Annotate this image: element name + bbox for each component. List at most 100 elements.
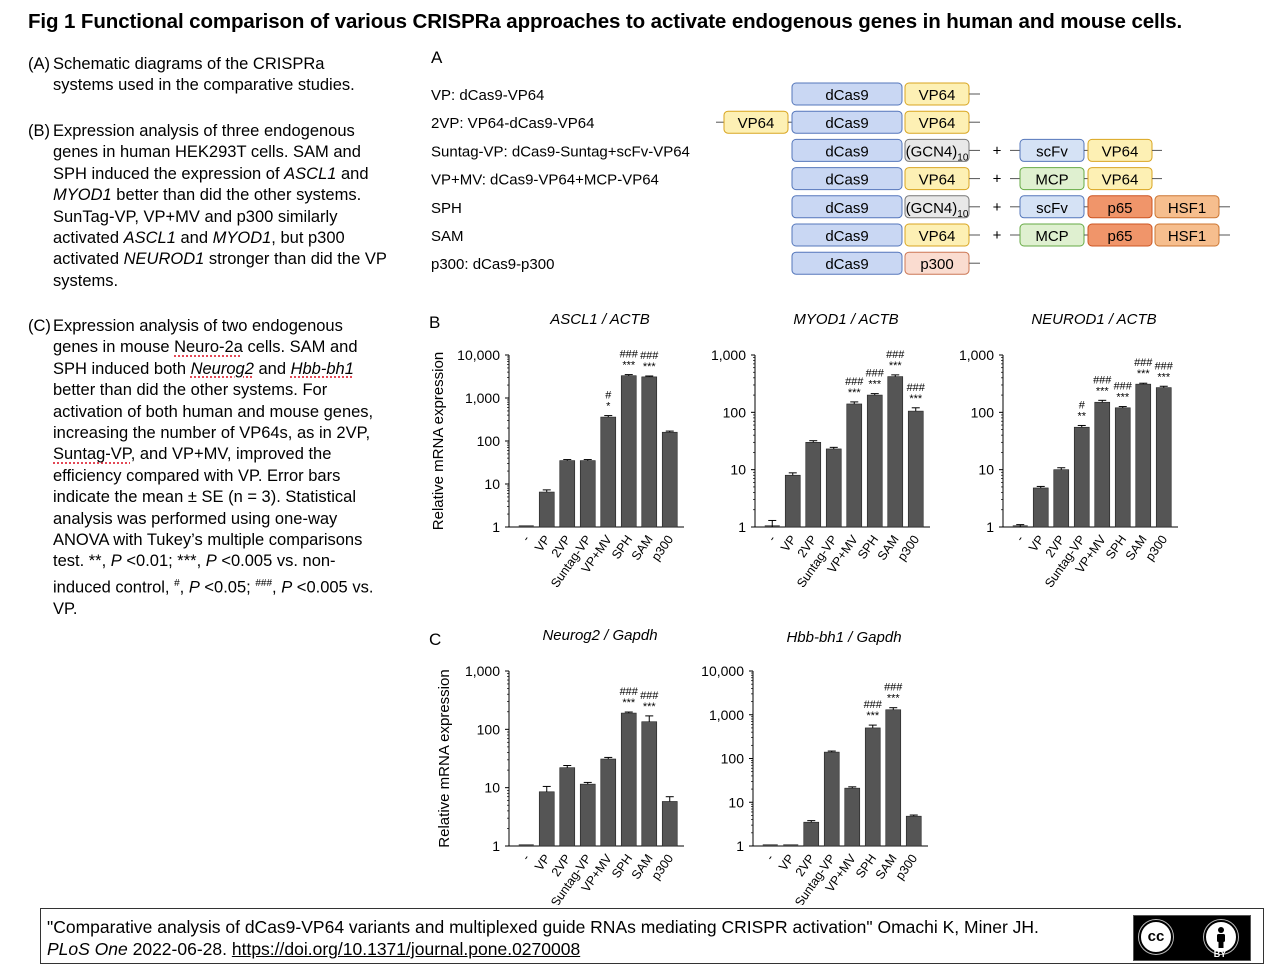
fusion-subscript: 10 [957,209,969,220]
effector-label: p65 [1107,228,1132,245]
schematic-diagram: VP: dCas9-VP64 dCas9 VP64 2VP: VP64-dCas9-V… [431,82,1230,275]
chart-title: Neurog2 / Gapdh [542,627,657,644]
y-tick-label: 1 [492,519,500,535]
cc-by-license-badge[interactable]: cc BY [1133,915,1251,961]
bar [620,375,637,528]
construct-name: 2VP: VP64-dCas9-VP64 [431,115,594,132]
legend-c-part: <0.005 vs. non-induced control, [53,552,336,597]
legend-c-part: <0.005 vs. VP. [53,578,374,618]
effector-label: HSF1 [1168,228,1206,245]
fusion-label: VP64 [919,228,956,245]
chart-title: Hbb-bh1 / Gapdh [786,629,901,646]
fusion-label: VP64 [919,115,956,132]
legend-c-part: and [253,359,291,378]
gene-name: ASCL1 [123,229,176,248]
significance-label: ### [886,349,905,361]
y-tick-label: 10,000 [701,663,744,679]
panel-c-label: C [429,630,441,649]
y-tick-label: 1 [492,838,500,854]
plus-sign: + [993,142,1002,159]
y-tick-label: 10 [484,476,500,492]
fusion-label: VP64 [919,87,956,104]
p-symbol: P [110,552,122,571]
effector-label: VP64 [1102,172,1139,189]
fusion-label: VP64 [919,172,956,189]
chart-title: ASCL1 / ACTB [549,311,649,328]
bar [641,721,658,847]
y-tick-label: 1,000 [711,347,746,363]
bar [1135,383,1152,528]
significance-label: ### [640,350,659,362]
p-symbol: P [188,578,200,597]
p-symbol: P [205,552,217,571]
legend-c-part: cells. SAM and SPH induced both [53,338,358,378]
journal-name: PLoS One [47,939,128,959]
significance-label: *** [866,710,880,722]
bar [559,767,576,847]
bar [885,709,902,847]
effector-box [1087,195,1153,219]
construct-name: Suntag-VP: dCas9-Suntag+scFv-VP64 [431,143,690,160]
y-tick-label: 1 [738,519,746,535]
legend-c-part: , and VP+MV, improved the efficiency com… [53,445,363,571]
figure-title: Fig 1 Functional comparison of various C… [28,10,1183,33]
legend-c-part: better than did the other systems. For a… [53,381,374,443]
y-axis-label: Relative mRNA expression [436,669,453,847]
gene-name: ASCL1 [284,164,337,183]
significance-label: ### [620,686,639,698]
legend-c: (C) Expression analysis of two endogenou… [28,316,388,620]
citation-title: "Comparative analysis of dCas9-VP64 vari… [47,917,1039,937]
bar [641,376,658,528]
y-tick-label: 100 [721,751,745,767]
y-tick-label: 1,000 [465,390,500,406]
y-tick-label: 1 [736,838,744,854]
p-symbol: P [281,578,293,597]
bar [864,727,881,847]
legend-c-part: <0.05; [199,578,256,597]
significance-label: ### [866,368,885,380]
significance-label: *** [889,360,903,372]
partner-label: MCP [1035,172,1068,189]
effector-label: HSF1 [1168,200,1206,217]
construct-name: SPH [431,200,462,217]
doi-link[interactable]: https://doi.org/10.1371/journal.pone.027… [231,939,581,959]
bar [907,410,924,528]
significance-label: *** [1137,368,1151,380]
significance-label: *** [1157,371,1171,383]
construct-name: p300: dCas9-p300 [431,256,554,273]
spellcheck-word: Neuro-2a [174,338,243,357]
x-tick-label: - [519,533,533,544]
domain-label: VP64 [738,115,775,132]
bar [825,448,842,528]
legend-b-part: , but p300 activated [53,229,345,269]
significance-label: *** [622,360,636,372]
y-tick-label: 1,000 [465,663,500,679]
legend-b-part: and [336,164,369,183]
bar [803,821,820,847]
y-tick-label: 10 [728,794,744,810]
x-tick-label: - [1013,533,1027,544]
dcas9-box [791,195,903,219]
legend-a-text: Schematic diagrams of the CRISPRa system… [53,55,355,95]
partner-label: MCP [1035,228,1068,245]
legend-c-text: Expression analysis of two endogenous ge… [53,316,388,620]
bar [805,442,822,528]
significance-label: ### [640,690,659,702]
spellcheck-word: Suntag-VP [53,445,131,464]
plus-sign: + [993,171,1002,188]
plus-sign: + [993,227,1002,244]
significance-label: * [606,401,611,413]
plus-sign: + [993,199,1002,216]
x-tick-label: p300 [895,533,922,564]
dcas9-box [791,251,903,275]
effector-label: p65 [1107,200,1132,217]
significance-label: *** [643,701,657,713]
significance-label: *** [887,693,901,705]
legend-b-part: and [175,229,213,248]
bar [661,431,678,528]
significance-label: ### [907,382,926,394]
panel-b-label: B [429,313,440,332]
bar [887,376,904,528]
hash-symbol: ### [255,577,273,589]
bar [559,460,576,528]
